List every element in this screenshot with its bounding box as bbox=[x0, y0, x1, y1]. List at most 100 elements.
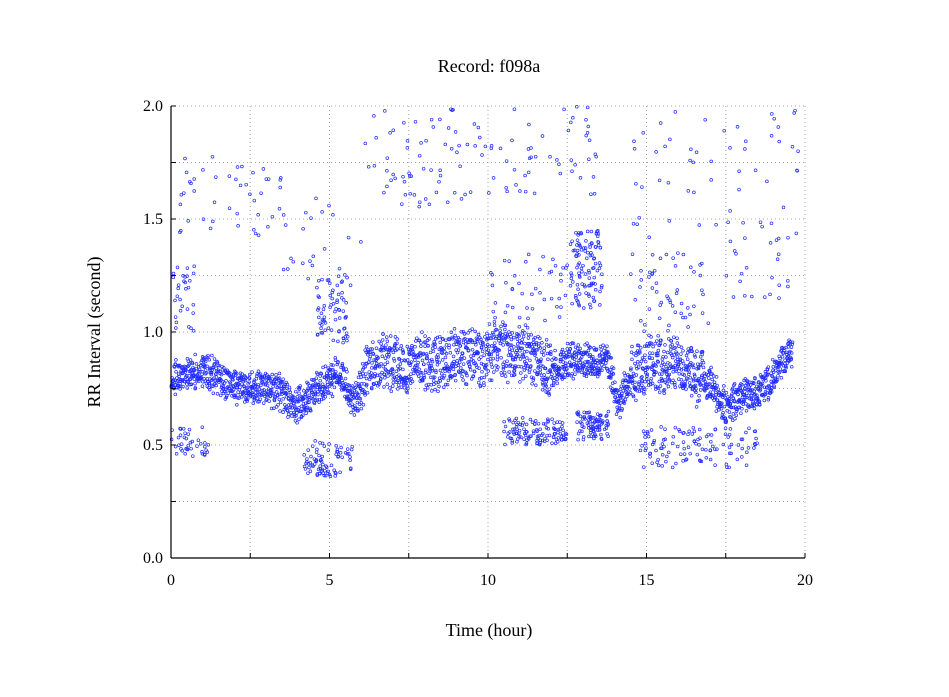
data-point bbox=[319, 311, 324, 316]
data-point bbox=[327, 384, 332, 389]
data-point bbox=[524, 260, 528, 264]
data-point bbox=[278, 178, 283, 182]
data-point bbox=[526, 435, 531, 440]
data-point bbox=[519, 364, 524, 369]
data-point bbox=[710, 377, 714, 382]
data-point bbox=[302, 388, 306, 393]
data-point bbox=[591, 295, 596, 300]
data-point bbox=[317, 453, 321, 458]
data-point bbox=[383, 356, 388, 360]
data-point bbox=[577, 292, 582, 296]
data-point bbox=[789, 345, 794, 349]
data-point bbox=[413, 345, 417, 349]
data-point bbox=[379, 341, 383, 346]
data-point bbox=[250, 385, 255, 390]
data-point bbox=[517, 281, 521, 286]
data-point bbox=[267, 376, 272, 380]
data-point bbox=[592, 420, 596, 425]
data-point bbox=[634, 398, 638, 403]
data-point bbox=[334, 443, 338, 448]
data-point bbox=[585, 352, 589, 356]
data-point bbox=[419, 344, 423, 349]
data-point bbox=[538, 367, 543, 372]
data-point bbox=[256, 369, 261, 374]
data-point bbox=[648, 270, 652, 275]
data-point bbox=[679, 452, 683, 456]
data-point bbox=[591, 357, 596, 361]
data-point bbox=[200, 425, 205, 429]
data-point bbox=[431, 349, 436, 354]
data-point bbox=[455, 150, 459, 155]
data-point bbox=[581, 417, 585, 421]
data-point bbox=[656, 333, 660, 338]
data-point bbox=[545, 438, 549, 443]
data-point bbox=[527, 122, 531, 127]
data-point bbox=[210, 353, 214, 358]
data-point bbox=[541, 431, 545, 436]
data-point bbox=[287, 385, 292, 390]
data-point bbox=[566, 371, 571, 376]
data-point bbox=[734, 413, 739, 417]
data-point bbox=[656, 463, 661, 468]
data-point bbox=[447, 343, 451, 348]
data-point bbox=[436, 353, 440, 357]
data-point bbox=[576, 233, 580, 237]
data-point bbox=[472, 122, 477, 126]
data-point bbox=[755, 396, 760, 400]
data-point bbox=[373, 364, 378, 368]
data-point bbox=[582, 410, 586, 415]
data-point bbox=[200, 384, 205, 388]
data-point bbox=[676, 251, 680, 255]
data-point bbox=[642, 465, 646, 469]
x-tick-label: 15 bbox=[639, 572, 655, 589]
data-point bbox=[272, 406, 276, 411]
data-point bbox=[762, 398, 767, 403]
data-point bbox=[709, 433, 714, 437]
data-point bbox=[693, 388, 697, 393]
data-point bbox=[318, 440, 322, 445]
data-point bbox=[214, 375, 219, 379]
data-point bbox=[617, 391, 621, 395]
data-point bbox=[332, 385, 337, 390]
data-point bbox=[652, 268, 657, 273]
data-point bbox=[627, 379, 632, 384]
data-point bbox=[727, 451, 732, 455]
data-point bbox=[466, 348, 471, 353]
data-point bbox=[550, 376, 555, 380]
data-point bbox=[637, 382, 641, 386]
data-point bbox=[438, 378, 442, 383]
data-point bbox=[771, 365, 776, 369]
data-point bbox=[354, 385, 358, 389]
data-point bbox=[650, 286, 655, 290]
data-point bbox=[229, 372, 234, 377]
data-point bbox=[560, 372, 564, 376]
y-tick-label: 0.0 bbox=[143, 550, 163, 567]
data-point bbox=[674, 461, 678, 466]
data-point bbox=[502, 258, 507, 263]
data-point bbox=[641, 429, 646, 433]
data-point bbox=[408, 191, 412, 196]
data-point bbox=[739, 437, 744, 442]
data-point bbox=[270, 372, 274, 377]
data-point bbox=[397, 380, 402, 385]
data-point bbox=[513, 357, 518, 362]
data-point bbox=[597, 266, 602, 271]
data-point bbox=[547, 270, 552, 275]
data-point bbox=[252, 228, 256, 232]
data-point bbox=[371, 352, 376, 356]
data-point bbox=[363, 393, 367, 397]
data-point bbox=[206, 353, 210, 358]
data-point bbox=[550, 358, 554, 362]
data-point bbox=[403, 380, 408, 385]
data-point bbox=[523, 431, 527, 436]
data-point bbox=[250, 370, 254, 374]
data-point bbox=[675, 288, 680, 292]
y-axis-label: RR Interval (second) bbox=[84, 257, 105, 408]
data-point bbox=[542, 297, 547, 302]
data-point bbox=[633, 361, 637, 366]
data-point bbox=[286, 415, 290, 419]
data-point bbox=[600, 368, 604, 373]
data-point bbox=[445, 364, 450, 369]
data-point bbox=[603, 346, 607, 351]
data-point bbox=[452, 191, 457, 195]
